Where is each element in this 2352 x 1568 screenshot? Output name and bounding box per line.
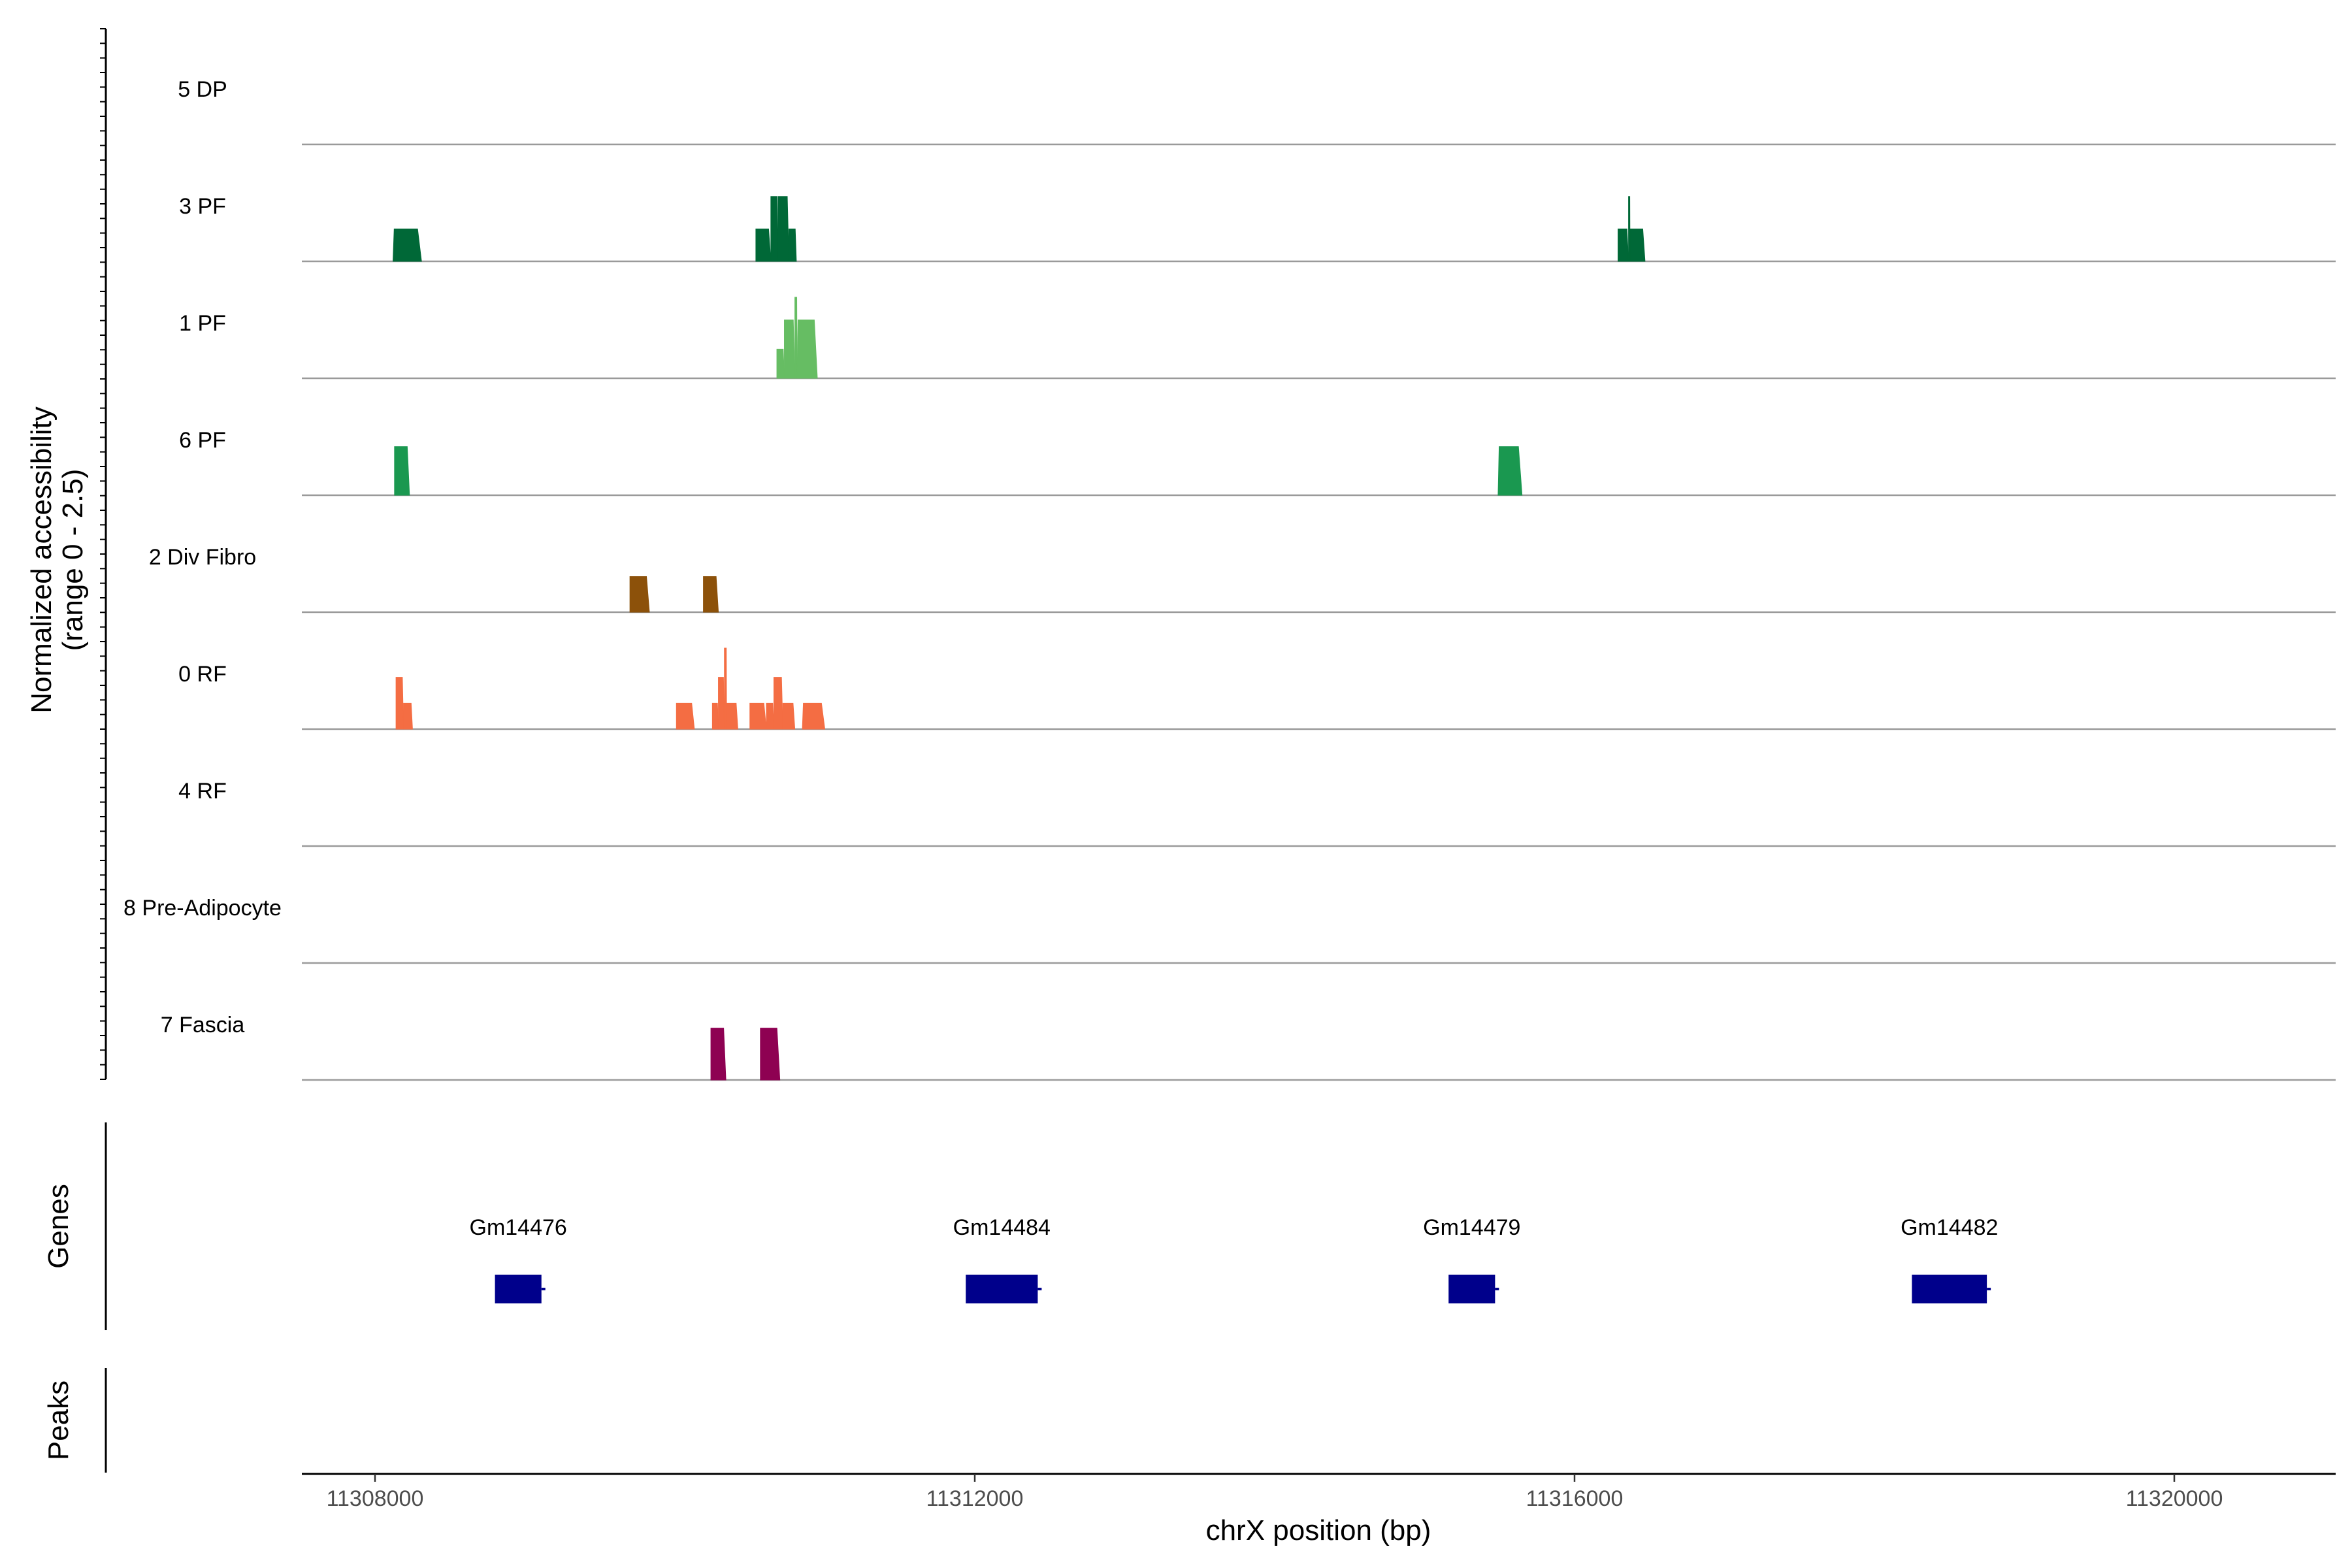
track: 0 RF <box>178 647 2336 730</box>
x-axis-title: chrX position (bp) <box>1206 1514 1431 1546</box>
coverage-peak <box>760 1028 781 1081</box>
gene: Gm14482 <box>1901 1215 1998 1303</box>
gene: Gm14484 <box>953 1215 1051 1303</box>
coverage-peak <box>1497 446 1523 496</box>
gene-label: Gm14476 <box>470 1215 567 1240</box>
genes-panel: Genes Gm14476 Gm14484 Gm14479 Gm14482 <box>42 1122 1998 1330</box>
coverage-tracks: 5 DP 3 PF 1 PF 6 PF 2 Div Fibro 0 RF 4 RF 8 Pre… <box>123 77 2336 1081</box>
coverage-peak <box>395 677 404 730</box>
x-axis: 11308000 11312000 11316000 11320000 chrX po… <box>302 1473 2336 1546</box>
coverage-peak <box>766 702 774 730</box>
coverage-peak <box>776 348 785 379</box>
coverage-y-axis-ticks <box>100 28 106 1080</box>
gene: Gm14476 <box>470 1215 567 1303</box>
track-label: 6 PF <box>179 428 226 453</box>
coverage-peak <box>784 319 796 379</box>
gene-body <box>1448 1275 1495 1303</box>
track: 1 PF <box>179 297 2336 380</box>
coverage-peak <box>718 677 725 730</box>
peaks-panel-label: Peaks <box>42 1380 74 1460</box>
x-tick-label: 11312000 <box>926 1486 1024 1511</box>
gene-body <box>966 1275 1038 1303</box>
coverage-peak <box>749 702 767 730</box>
gene-models: Gm14476 Gm14484 Gm14479 Gm14482 <box>470 1215 1998 1303</box>
coverage-y-axis <box>100 28 107 1080</box>
coverage-peak <box>393 228 422 262</box>
track-label: 4 RF <box>178 779 227 804</box>
y-axis-title-line1: Normalized accessibility <box>25 406 57 713</box>
coverage-peak <box>770 196 779 262</box>
track-label: 2 Div Fibro <box>149 545 256 570</box>
track-label: 3 PF <box>179 194 226 219</box>
x-tick-label: 11308000 <box>327 1486 424 1511</box>
track: 2 Div Fibro <box>149 545 2336 613</box>
x-axis-ticks: 11308000 11312000 11316000 11320000 <box>327 1474 2223 1511</box>
track: 3 PF <box>179 194 2336 263</box>
coverage-peak <box>796 319 818 379</box>
coverage-peak <box>629 576 650 613</box>
coverage-peak <box>773 677 783 730</box>
gene-label: Gm14482 <box>1901 1215 1998 1240</box>
track: 6 PF <box>179 428 2336 497</box>
coverage-peak <box>1628 196 1631 262</box>
coverage-peak <box>777 196 789 262</box>
coverage-peak <box>1629 228 1646 262</box>
gene-label: Gm14479 <box>1423 1215 1520 1240</box>
coverage-peak <box>403 702 413 730</box>
coverage-peak <box>782 702 796 730</box>
track: 8 Pre-Adipocyte <box>123 896 2336 964</box>
coverage-peak <box>711 702 719 730</box>
track: 4 RF <box>178 779 2336 847</box>
gene: Gm14479 <box>1423 1215 1520 1303</box>
coverage-peak <box>788 228 797 262</box>
coverage-peak <box>703 576 719 613</box>
track-label: 0 RF <box>178 662 227 687</box>
coverage-peak <box>710 1028 727 1081</box>
y-axis-title-line2: (range 0 - 2.5) <box>57 469 89 651</box>
track: 7 Fascia <box>161 1013 2336 1081</box>
peaks-panel: Peaks <box>42 1368 107 1473</box>
coverage-peak <box>794 297 798 379</box>
coverage-peak <box>676 702 695 730</box>
track-label: 1 PF <box>179 311 226 336</box>
track: 5 DP <box>178 77 2336 146</box>
coverage-peak <box>755 228 772 262</box>
gene-body <box>495 1275 542 1303</box>
coverage-peak <box>726 702 738 730</box>
coverage-peak <box>802 702 826 730</box>
track-label: 5 DP <box>178 77 227 102</box>
genes-panel-label: Genes <box>42 1184 74 1269</box>
gene-body <box>1912 1275 1987 1303</box>
coverage-peak <box>724 647 727 730</box>
gene-label: Gm14484 <box>953 1215 1051 1240</box>
coverage-peak <box>394 446 410 496</box>
track-label: 8 Pre-Adipocyte <box>123 896 282 921</box>
x-tick-label: 11316000 <box>1526 1486 1624 1511</box>
track-label: 7 Fascia <box>161 1013 245 1037</box>
x-tick-label: 11320000 <box>2126 1486 2223 1511</box>
coverage-peak <box>1618 228 1629 262</box>
